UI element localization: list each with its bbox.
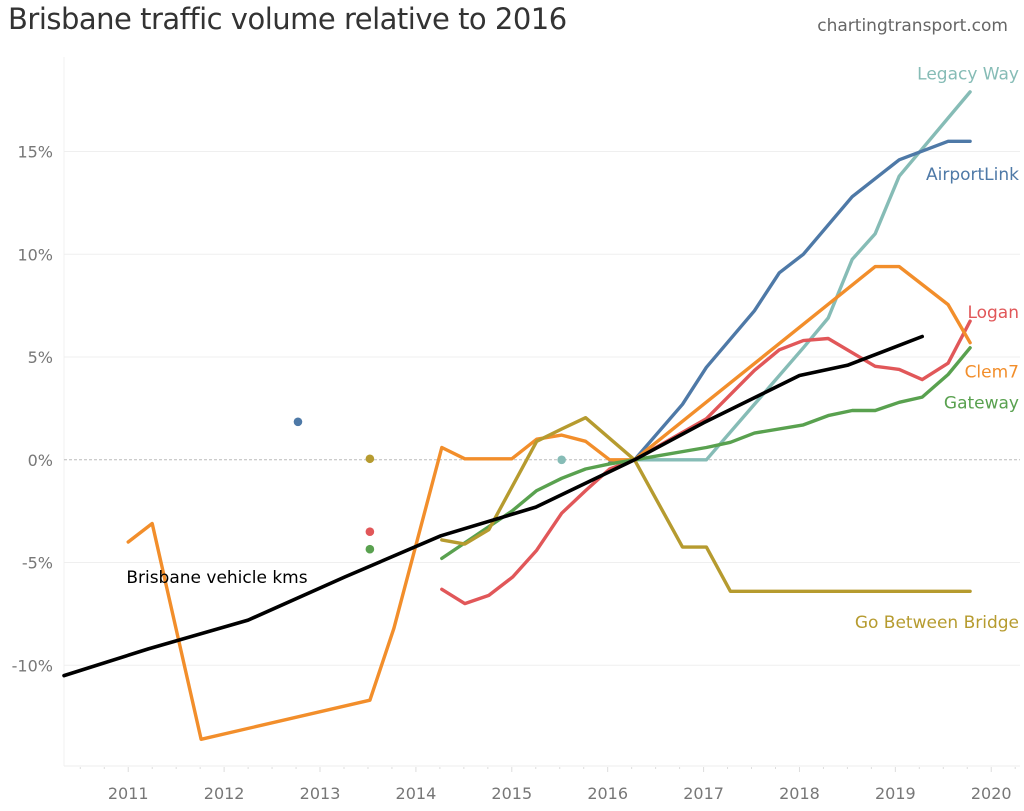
- series-line-go-between-bridge: [440, 416, 972, 593]
- axes: -10% -5% 0% 5% 10% 15% 2011 2012 2013 2014 2015 201…: [12, 143, 1020, 803]
- x-tick-label: 2020: [971, 784, 1012, 803]
- series-label-logan: Logan: [967, 303, 1019, 323]
- y-tick-label: -10%: [12, 656, 53, 675]
- series-label-brisbane-vehicle-kms: Brisbane vehicle kms: [126, 568, 307, 588]
- x-tick-label: 2017: [683, 784, 724, 803]
- chart-title: Brisbane traffic volume relative to 2016: [8, 2, 567, 36]
- x-tick-label: 2011: [108, 784, 149, 803]
- source-credit: chartingtransport.com: [817, 16, 1008, 36]
- series-label-go-between-bridge: Go Between Bridge: [855, 613, 1019, 633]
- series-dots: [293, 417, 566, 554]
- series-label-gateway: Gateway: [944, 393, 1019, 413]
- series-line-clem7: [126, 264, 972, 741]
- gridlines: [63, 57, 1020, 766]
- x-tick-label: 2015: [491, 784, 532, 803]
- x-tick-label: 2018: [779, 784, 820, 803]
- series-dot-airportlink: [293, 417, 303, 427]
- series-line-brisbane-vehicle-kms: [62, 334, 924, 678]
- series-label-legacy-way: Legacy Way: [917, 64, 1019, 84]
- x-tick-label: 2019: [875, 784, 916, 803]
- y-tick-label: 5%: [28, 348, 53, 367]
- y-tick-label: 0%: [28, 451, 53, 470]
- series-dot-go-between-bridge: [365, 454, 375, 464]
- series-dot-logan: [365, 527, 375, 537]
- series-dot-gateway: [365, 544, 375, 554]
- y-tick-label: -5%: [22, 554, 53, 573]
- series-line-legacy-way: [632, 90, 972, 462]
- series-line-airportlink: [607, 139, 972, 465]
- series-line-logan: [440, 319, 972, 606]
- series-label-airportlink: AirportLink: [926, 165, 1019, 185]
- y-tick-label: 10%: [17, 245, 53, 264]
- x-tick-label: 2016: [587, 784, 628, 803]
- x-tick-label: 2013: [300, 784, 341, 803]
- series-lines: [62, 90, 972, 741]
- series-labels: Legacy Way AirportLink Logan Clem7 Gateway Go…: [126, 64, 1019, 633]
- x-tick-label: 2012: [204, 784, 245, 803]
- x-tick-label: 2014: [396, 784, 437, 803]
- series-dot-legacy-way: [557, 455, 566, 465]
- series-label-clem7: Clem7: [965, 362, 1019, 382]
- y-tick-label: 15%: [17, 143, 53, 162]
- series-line-gateway: [440, 346, 972, 561]
